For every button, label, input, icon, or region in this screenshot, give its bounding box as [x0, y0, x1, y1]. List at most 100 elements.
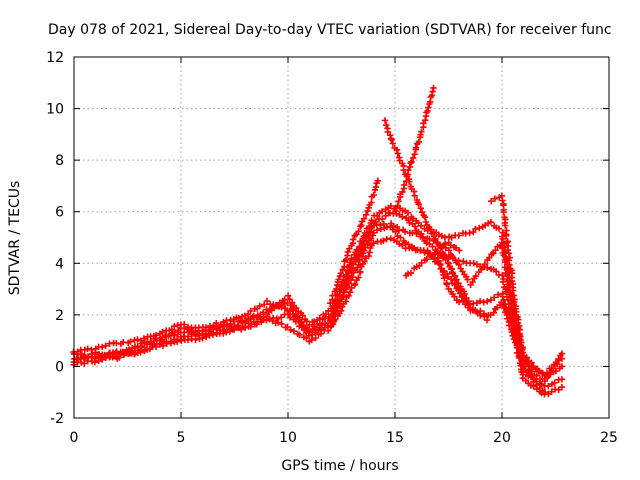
data-point [443, 270, 451, 278]
data-point [502, 222, 509, 229]
data-point [394, 150, 401, 157]
data-point [412, 144, 420, 151]
y-tick-label: 6 [55, 205, 64, 221]
data-point [305, 328, 312, 335]
data-point [374, 177, 382, 184]
data-point [487, 296, 495, 304]
data-point [505, 250, 513, 257]
data-point [511, 329, 519, 336]
y-axis-title: SDTVAR / TECUs [7, 181, 23, 296]
data-point [500, 252, 507, 259]
data-point [516, 330, 523, 337]
series-track-3 [70, 209, 566, 398]
axis-ticks [73, 56, 610, 419]
data-point [513, 308, 520, 315]
data-point [483, 316, 491, 324]
data-point [442, 240, 449, 248]
data-point [167, 340, 175, 347]
data-point [235, 314, 242, 322]
data-point [355, 228, 362, 235]
data-point [502, 269, 510, 277]
data-point [95, 357, 102, 365]
data-point [377, 222, 384, 229]
data-point [345, 292, 352, 299]
data-point [480, 299, 487, 306]
data-point [127, 338, 134, 345]
data-point [552, 367, 560, 375]
series-track-9 [402, 239, 463, 279]
x-tick-label: 5 [177, 430, 186, 446]
data-point [260, 309, 267, 316]
data-point [394, 202, 401, 209]
data-point [372, 183, 380, 191]
series-track-2 [70, 220, 566, 390]
data-point [541, 377, 549, 385]
data-point [373, 227, 381, 234]
data-point [445, 247, 453, 254]
data-point [84, 345, 91, 352]
data-point [436, 260, 443, 268]
data-point [407, 269, 415, 277]
data-point [381, 117, 389, 124]
data-point [509, 287, 517, 294]
data-point [558, 350, 566, 357]
data-point [511, 298, 518, 306]
data-point [384, 128, 391, 136]
data-point [348, 260, 356, 267]
data-point [346, 289, 354, 296]
data-point [530, 378, 537, 386]
data-point [435, 257, 442, 265]
data-point [202, 324, 210, 331]
data-point [425, 104, 432, 111]
data-point [120, 351, 128, 358]
data-point [499, 197, 506, 204]
data-point [327, 300, 334, 307]
data-point [358, 222, 365, 229]
data-point [494, 291, 502, 298]
data-point [263, 297, 271, 305]
data-point [395, 198, 402, 205]
data-point [184, 336, 192, 344]
data-marks [70, 84, 566, 398]
data-point [360, 215, 368, 222]
data-point [95, 351, 102, 358]
data-point [500, 304, 508, 312]
data-point [275, 319, 282, 326]
data-point [417, 222, 425, 229]
data-point [152, 343, 160, 350]
data-point [286, 296, 293, 303]
data-point [434, 248, 441, 255]
data-point [256, 302, 263, 310]
data-point [362, 211, 370, 218]
data-point [456, 298, 463, 306]
data-point [492, 247, 499, 254]
data-point [555, 386, 562, 393]
data-point [134, 336, 141, 343]
data-point [430, 84, 437, 92]
data-point [447, 242, 454, 249]
data-point [418, 230, 425, 237]
data-point [434, 254, 442, 261]
data-point [342, 256, 350, 263]
data-point [308, 336, 315, 344]
data-point [242, 323, 249, 330]
data-point [387, 202, 395, 210]
data-point [333, 285, 340, 293]
data-point [99, 343, 106, 351]
data-point [458, 287, 465, 295]
y-tick-label: 8 [55, 153, 64, 169]
data-point [335, 276, 342, 283]
data-point [552, 359, 560, 366]
data-point [290, 328, 298, 335]
data-point [353, 251, 360, 258]
data-point [174, 338, 181, 345]
data-point [418, 128, 425, 135]
data-point [551, 362, 558, 369]
data-point [393, 223, 401, 231]
data-point [470, 260, 477, 267]
data-point [456, 247, 463, 254]
data-point [277, 314, 285, 321]
y-tick-label: 2 [55, 308, 64, 324]
data-point [199, 334, 206, 342]
data-point [299, 312, 306, 319]
